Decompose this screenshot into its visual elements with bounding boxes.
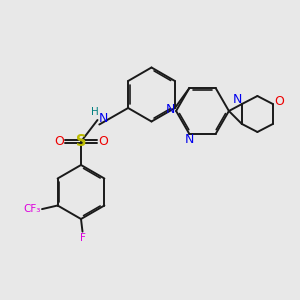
Text: N: N <box>166 103 175 116</box>
Text: O: O <box>54 135 64 148</box>
Text: N: N <box>99 112 108 125</box>
Text: F: F <box>80 233 85 243</box>
Text: N: N <box>232 93 242 106</box>
Text: CF₃: CF₃ <box>24 204 41 214</box>
Text: H: H <box>91 107 99 117</box>
Text: S: S <box>76 134 86 149</box>
Text: O: O <box>274 95 284 108</box>
Text: N: N <box>184 134 194 146</box>
Text: O: O <box>98 135 108 148</box>
